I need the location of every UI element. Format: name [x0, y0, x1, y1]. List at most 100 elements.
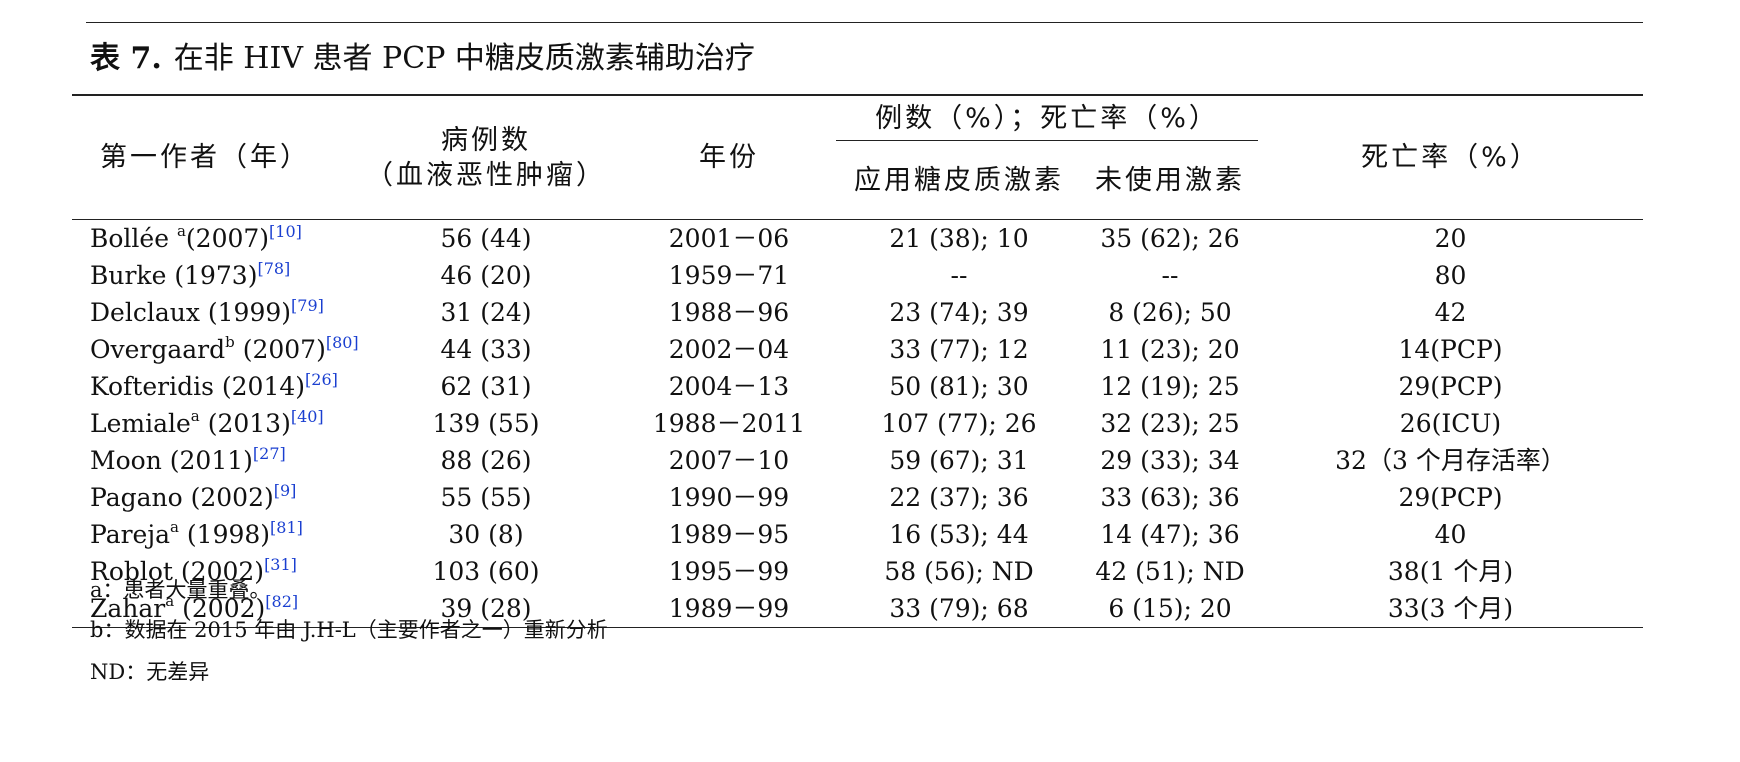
cell-cases: 103 (60) — [432, 557, 540, 586]
author-name: Kofteridis (2014) — [90, 372, 306, 401]
cell-cases: 31 (24) — [440, 298, 532, 327]
caption-title: 在非 HIV 患者 PCP 中糖皮质激素辅助治疗 — [173, 41, 755, 76]
cell-steroid: 22 (37); 36 — [889, 483, 1029, 512]
reference-link[interactable]: [82] — [265, 592, 299, 611]
cell-mortality: 20 — [1434, 224, 1467, 253]
reference-link[interactable]: [10] — [269, 222, 302, 241]
cell-period: 2007－10 — [668, 446, 790, 475]
header-cases-line1: 病例数 — [441, 124, 531, 156]
cell-no-steroid: 32 (23); 25 — [1100, 409, 1240, 438]
author-name: Lemiale — [90, 409, 191, 438]
cell-author: Bollée a(2007)[10] — [72, 220, 350, 258]
cell-mortality: 33(3 个月) — [1258, 590, 1643, 628]
cell-period: 1990－99 — [668, 483, 790, 512]
cell-period: 2001－06 — [668, 224, 790, 253]
cell-cases: 30 (8) — [448, 520, 524, 549]
cell-author: Kofteridis (2014)[26] — [72, 368, 350, 405]
publication-year: (2002) — [174, 594, 266, 623]
table-row: Delclaux (1999)[79] 31 (24) 1988－96 23 (74)… — [72, 294, 1643, 331]
cell-period: 1988－96 — [668, 298, 790, 327]
footnote-mark: a — [190, 407, 200, 425]
cell-cases: 46 (20) — [440, 261, 532, 290]
cell-mortality: 29(PCP) — [1398, 483, 1503, 512]
footnote-mark: a — [165, 592, 175, 610]
table-row: Bollée a(2007)[10] 56 (44) 2001－06 21 (38);… — [72, 220, 1643, 258]
table-row: Lemialea (2013)[40] 139 (55) 1988－2011 107 … — [72, 405, 1643, 442]
cell-period: 1995－99 — [668, 557, 790, 586]
cell-no-steroid: -- — [1161, 261, 1179, 290]
reference-link[interactable]: [9] — [273, 481, 297, 500]
table-row: Moon (2011)[27] 88 (26) 2007－10 59 (67); 31… — [72, 442, 1643, 479]
cell-steroid: 16 (53); 44 — [889, 520, 1029, 549]
author-name: Pagano (2002) — [90, 483, 274, 512]
table-body: Bollée a(2007)[10] 56 (44) 2001－06 21 (38);… — [72, 220, 1643, 628]
table-row: Burke (1973)[78] 46 (20) 1959－71 -- -- 80 — [72, 257, 1643, 294]
note-a: a：患者大量重叠。 — [90, 578, 271, 602]
header-cases: 病例数 （血液恶性肿瘤） — [350, 94, 622, 220]
author-name: Overgaard — [90, 335, 226, 364]
author-name: Moon (2011) — [90, 446, 253, 475]
cell-author: Parejaa (1998)[81] — [72, 516, 350, 553]
footnote-mark: a — [170, 518, 179, 536]
table-row: Parejaa (1998)[81] 30 (8) 1989－95 16 (53); … — [72, 516, 1643, 553]
author-name: Burke (1973) — [90, 261, 258, 290]
data-table-container: 第一作者（年） 病例数 （血液恶性肿瘤） 年份 例数（%）；死亡率（%） 死亡率… — [72, 94, 1643, 628]
cell-mortality: 80 — [1434, 261, 1467, 290]
cell-author: Delclaux (1999)[79] — [72, 294, 350, 331]
header-steroid: 应用糖皮质激素 — [836, 140, 1082, 220]
reference-link[interactable]: [40] — [290, 407, 324, 426]
reference-link[interactable]: [79] — [291, 296, 324, 315]
footnote-mark: b — [225, 333, 235, 351]
cell-steroid: 58 (56); ND — [884, 557, 1034, 586]
top-rule — [86, 22, 1643, 23]
cell-period: 1959－71 — [668, 261, 790, 290]
reference-link[interactable]: [26] — [305, 370, 338, 389]
author-name: Pareja — [90, 520, 171, 549]
cell-no-steroid: 6 (15); 20 — [1082, 590, 1258, 628]
cell-steroid: 59 (67); 31 — [889, 446, 1029, 475]
cell-author: Lemialea (2013)[40] — [72, 405, 350, 442]
cell-no-steroid: 11 (23); 20 — [1100, 335, 1240, 364]
cell-author: Pagano (2002)[9] — [72, 479, 350, 516]
cell-steroid: 33 (79); 68 — [836, 590, 1082, 628]
cell-steroid: 33 (77); 12 — [889, 335, 1029, 364]
cell-author: Zahara (2002)[82] — [72, 590, 350, 628]
cell-mortality: 38(1 个月) — [1387, 557, 1514, 586]
cell-period: 1988－2011 — [652, 409, 806, 438]
header-cases-line2: （血液恶性肿瘤） — [366, 159, 606, 191]
cell-author: Overgaardb (2007)[80] — [72, 331, 359, 368]
cell-no-steroid: 29 (33); 34 — [1100, 446, 1240, 475]
cell-steroid: 23 (74); 39 — [889, 298, 1029, 327]
cell-steroid: 50 (81); 30 — [889, 372, 1029, 401]
reference-link[interactable]: [31] — [264, 555, 297, 574]
cell-steroid: -- — [950, 261, 968, 290]
cell-period: 1989－99 — [622, 590, 836, 628]
note-b: b：数据在 2015 年由 J.H-L（主要作者之一）重新分析 — [90, 618, 608, 642]
reference-link[interactable]: [80] — [325, 333, 359, 352]
table-row: Zahara (2002)[82] 39 (28) 1989－99 33 (79); … — [72, 590, 1643, 628]
cell-mortality: 29(PCP) — [1398, 372, 1503, 401]
reference-link[interactable]: [81] — [270, 518, 303, 537]
cell-steroid: 21 (38); 10 — [889, 224, 1029, 253]
cell-no-steroid: 14 (47); 36 — [1100, 520, 1240, 549]
header-author: 第一作者（年） — [72, 94, 350, 220]
cell-no-steroid: 12 (19); 25 — [1100, 372, 1240, 401]
cell-mortality: 32（3 个月存活率） — [1335, 446, 1566, 475]
header-mortality: 死亡率（%） — [1258, 94, 1643, 220]
table-row: Roblot (2002)[31] 103 (60) 1995－99 58 (56);… — [72, 553, 1643, 590]
cell-cases: 44 (33) — [440, 335, 532, 364]
header-no-steroid: 未使用激素 — [1082, 140, 1258, 220]
cell-cases: 139 (55) — [432, 409, 540, 438]
publication-year: (1998) — [178, 520, 271, 549]
cell-author: Moon (2011)[27] — [72, 442, 350, 479]
cell-mortality: 42 — [1434, 298, 1467, 327]
reference-link[interactable]: [27] — [252, 444, 286, 463]
reference-link[interactable]: [78] — [257, 259, 291, 278]
cell-cases: 55 (55) — [440, 483, 532, 512]
cell-mortality: 40 — [1434, 520, 1467, 549]
footnote-mark: a — [176, 222, 186, 240]
cell-period: 1989－95 — [668, 520, 790, 549]
author-name: Roblot (2002) — [90, 557, 265, 586]
table-caption: 表 7. 在非 HIV 患者 PCP 中糖皮质激素辅助治疗 — [90, 33, 755, 77]
cell-period: 2004－13 — [668, 372, 790, 401]
